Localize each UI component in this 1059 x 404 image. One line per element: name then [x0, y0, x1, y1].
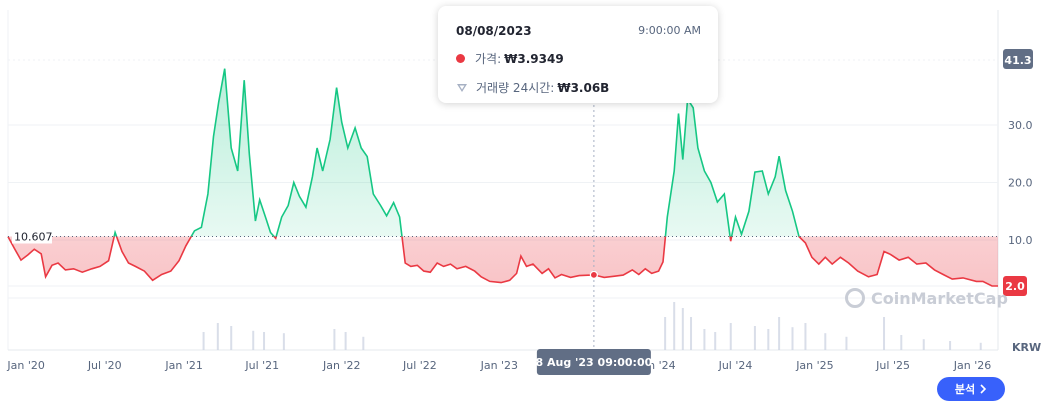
price-line-down [7, 236, 998, 287]
crosshair-date-badge [536, 349, 651, 375]
volume-bar [703, 329, 706, 350]
tooltip-price-value: ₩3.9349 [504, 51, 564, 66]
volume-bar [344, 332, 347, 350]
volume-bar [845, 336, 848, 350]
volume-bar [263, 332, 266, 350]
area-below-baseline [8, 236, 998, 286]
volume-bars [202, 302, 982, 350]
volume-icon [457, 83, 467, 92]
y-tick-label: 30.0 [1008, 119, 1033, 132]
volume-bar [673, 302, 676, 350]
tooltip-volume-label: 거래량 24시간: [476, 81, 555, 95]
baseline-label-bg [12, 228, 52, 244]
price-area [8, 68, 998, 286]
x-tick-label: Jul '25 [875, 359, 910, 372]
x-tick-label: Jul '24 [718, 359, 753, 372]
volume-bar [922, 339, 925, 350]
x-tick-label: Jan '21 [164, 359, 202, 372]
volume-bar [883, 317, 886, 350]
baseline-layer: 10.607 [8, 10, 998, 350]
tooltip-date: 08/08/2023 [456, 24, 532, 38]
tooltip-volume-value: ₩3.06B [557, 80, 610, 95]
volume-bar [778, 317, 781, 350]
x-tick-label: Jan '22 [322, 359, 360, 372]
volume-bar [362, 336, 365, 350]
volume-bar [664, 317, 667, 350]
volume-bar [333, 329, 336, 350]
coinmarketcap-watermark: CoinMarketCap [845, 288, 1008, 308]
axes: 2.0 10.0 20.0 30.0 41.3 KRW Jan '20 Jul '20 Jan … [6, 49, 1041, 375]
volume-bar [767, 329, 770, 350]
volume-bar [230, 326, 233, 350]
x-tick-label: Jan '20 [6, 359, 44, 372]
y-tick-label: 20.0 [1008, 177, 1033, 190]
volume-bar [216, 323, 219, 350]
currency-label: KRW [1012, 341, 1041, 354]
volume-bar [252, 330, 255, 350]
volume-bar [714, 332, 717, 350]
price-line [7, 68, 998, 287]
analysis-button-label: 분석 [954, 383, 976, 396]
volume-bar [681, 308, 684, 350]
highlighted-point-marker [589, 270, 598, 279]
current-price-badge [1003, 276, 1027, 296]
volume-bar [202, 332, 205, 350]
y-tick-label: 2.0 [1005, 280, 1025, 293]
y-tick-label: 41.3 [1004, 54, 1031, 67]
analysis-button[interactable]: 분석 [937, 377, 1005, 401]
x-tick-label: Jan '25 [795, 359, 833, 372]
volume-bar [282, 333, 285, 350]
y-max-badge [1003, 49, 1033, 70]
y-tick-label: 10.0 [1008, 234, 1033, 247]
volume-bar [753, 326, 756, 350]
volume-bar [804, 323, 807, 350]
volume-bar [791, 327, 794, 350]
volume-bar [979, 342, 982, 350]
volume-bar [729, 323, 732, 350]
x-tick-label: Jan '23 [480, 359, 518, 372]
volume-bar [690, 317, 693, 350]
price-tooltip: 08/08/2023 9:00:00 AM 가격: ₩3.9349 거래량 24… [438, 6, 718, 103]
x-tick-label: Jul '20 [87, 359, 122, 372]
baseline-label: 10.607 [14, 231, 53, 244]
x-tick-label: Jul '21 [244, 359, 279, 372]
volume-bar [949, 341, 952, 350]
volume-bar [824, 333, 827, 350]
watermark-text: CoinMarketCap [871, 288, 1008, 308]
chevron-right-icon [980, 384, 987, 394]
coinmarketcap-logo-icon [845, 288, 865, 308]
price-dot-icon [456, 54, 465, 63]
volume-bar [900, 335, 903, 350]
tooltip-time: 9:00:00 AM [638, 24, 701, 37]
x-tick-label: Jan '26 [953, 359, 991, 372]
x-tick-label: Jul '22 [402, 359, 437, 372]
crosshair-date-label: 8 Aug '23 09:00:00 [536, 356, 653, 369]
tooltip-price-label: 가격: [475, 52, 502, 66]
